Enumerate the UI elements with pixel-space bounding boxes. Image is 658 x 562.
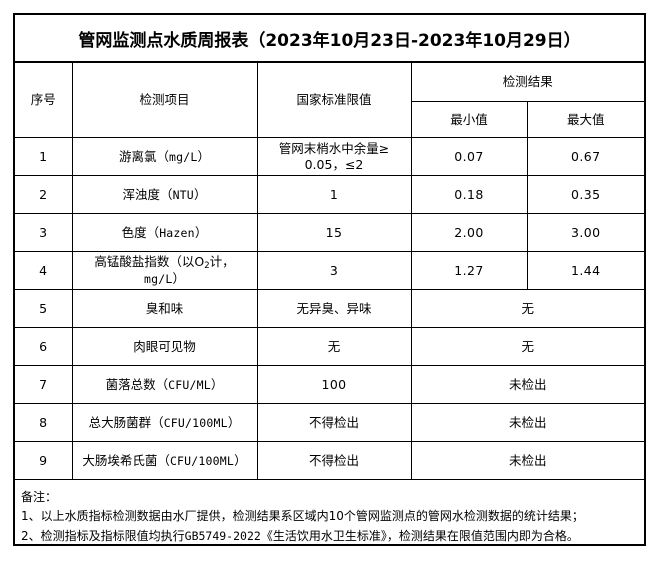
item-label-cn: 总大肠菌群（ — [88, 414, 164, 430]
item-label-tail: ） — [227, 414, 241, 430]
cell-no: 6 — [15, 327, 73, 366]
cell-result-merged: 未检出 — [410, 441, 645, 480]
cell-max: 3.00 — [526, 213, 645, 252]
item-label-unit: mg/L — [143, 272, 173, 287]
column-header-min: 最小值 — [411, 101, 528, 138]
limit-line-1: 管网末梢水中余量≥ — [278, 140, 390, 156]
cell-result-merged: 未检出 — [410, 403, 645, 442]
water-quality-table: 序号 检测项目 国家标准限值 检测结果 最小值 最大值 1 游离氯（mg/L） … — [15, 63, 645, 480]
header-row-secondary: 最小值 最大值 — [15, 101, 645, 138]
item-label-tail: ） — [194, 224, 208, 240]
cell-item: 臭和味 — [71, 289, 258, 328]
note-standard-code: GB5749-2022 — [184, 528, 261, 543]
item-label-tail: ） — [197, 148, 211, 164]
item-label-tail: ） — [234, 452, 247, 468]
item-label-cn: 大肠埃希氏菌（ — [82, 452, 170, 468]
item-label-tail: ） — [210, 376, 224, 392]
report-frame: 管网监测点水质周报表（2023年10月23日-2023年10月29日） 序号 检… — [13, 13, 646, 546]
table-row: 3 色度（Hazen） 15 2.00 3.00 — [15, 213, 645, 252]
column-header-result-group: 检测结果 — [410, 63, 645, 102]
item-label-unit: CFU/100ML — [163, 415, 228, 430]
item-label-unit: CFU/ML — [168, 377, 211, 392]
item-label-cn: 菌落总数（ — [105, 376, 169, 392]
table-row: 8 总大肠菌群（CFU/100ML） 不得检出 未检出 — [15, 403, 645, 442]
cell-item: 游离氯（mg/L） — [71, 137, 258, 176]
item-label-cn: 高锰酸盐指数（以O — [94, 253, 205, 269]
item-label-unit: CFU/100ML — [169, 453, 235, 468]
note-line-2-suffix: 《生活饮用水卫生标准》，检测结果在限值范围内即为合格。 — [260, 528, 579, 543]
cell-no: 5 — [15, 289, 73, 328]
cell-limit: 管网末梢水中余量≥ 0.05，≤2 — [256, 137, 412, 176]
cell-limit: 不得检出 — [256, 403, 412, 442]
cell-limit: 100 — [256, 365, 412, 404]
note-line-2: 2、检测指标及指标限值均执行GB5749-2022《生活饮用水卫生标准》，检测结… — [21, 527, 644, 546]
item-label-cn: 色度（ — [121, 224, 160, 240]
column-header-max: 最大值 — [526, 101, 645, 138]
table-row: 4 高锰酸盐指数（以O2计， mg/L） 3 1.27 1.44 — [15, 251, 645, 290]
cell-limit: 不得检出 — [256, 441, 412, 480]
table-row: 1 游离氯（mg/L） 管网末梢水中余量≥ 0.05，≤2 0.07 0.67 — [15, 137, 645, 176]
page-title: 管网监测点水质周报表（2023年10月23日-2023年10月29日） — [78, 30, 581, 51]
note-line-1: 1、以上水质指标检测数据由水厂提供，检测结果系区域内10个管网监测点的管网水检测… — [21, 509, 584, 524]
cell-min: 0.18 — [410, 175, 528, 214]
cell-no: 8 — [15, 403, 73, 442]
cell-limit: 3 — [256, 251, 412, 290]
cell-max: 1.44 — [526, 251, 645, 290]
cell-no: 3 — [15, 213, 73, 252]
column-header-limit: 国家标准限值 — [256, 63, 412, 138]
cell-max: 0.35 — [526, 175, 645, 214]
cell-no: 2 — [15, 175, 73, 214]
item-label-unit: mg/L — [169, 149, 198, 164]
report-title-bar: 管网监测点水质周报表（2023年10月23日-2023年10月29日） — [15, 15, 644, 63]
table-row: 6 肉眼可见物 无 无 — [15, 327, 645, 366]
note-line-2-prefix: 2、检测指标及指标限值均执行 — [21, 528, 185, 543]
cell-result-merged: 未检出 — [410, 365, 645, 404]
item-label-tail: ） — [193, 186, 207, 202]
column-header-item: 检测项目 — [71, 63, 258, 138]
item-label-mid: 计， — [209, 253, 235, 269]
cell-result-merged: 无 — [410, 289, 645, 328]
header-row-primary: 序号 检测项目 国家标准限值 检测结果 — [15, 63, 645, 138]
item-label-cn: 游离氯（ — [118, 148, 169, 164]
cell-limit: 15 — [256, 213, 412, 252]
limit-line-2: 0.05，≤2 — [304, 156, 364, 172]
cell-no: 1 — [15, 137, 73, 176]
table-row: 9 大肠埃希氏菌（CFU/100ML） 不得检出 未检出 — [15, 441, 645, 480]
cell-limit: 1 — [256, 175, 412, 214]
table-row: 5 臭和味 无异臭、异味 无 — [15, 289, 645, 328]
cell-no: 9 — [15, 441, 73, 480]
table-row: 2 浑浊度（NTU） 1 0.18 0.35 — [15, 175, 645, 214]
notes-label: 备注： — [21, 490, 58, 504]
column-header-no: 序号 — [15, 63, 73, 138]
cell-item: 肉眼可见物 — [71, 327, 258, 366]
item-label-cn: 浑浊度（ — [122, 186, 173, 202]
table-body: 1 游离氯（mg/L） 管网末梢水中余量≥ 0.05，≤2 0.07 0.67 2… — [15, 137, 645, 480]
cell-item: 色度（Hazen） — [71, 213, 258, 252]
table-header: 序号 检测项目 国家标准限值 检测结果 最小值 最大值 — [15, 63, 645, 138]
item-label-unit: NTU — [172, 187, 194, 202]
item-label-subscript: 2 — [204, 260, 210, 271]
cell-limit: 无异臭、异味 — [256, 289, 412, 328]
cell-result-merged: 无 — [410, 327, 645, 366]
cell-no: 4 — [15, 251, 73, 290]
item-label-tail: ） — [172, 271, 185, 287]
cell-limit: 无 — [256, 327, 412, 366]
cell-item: 菌落总数（CFU/ML） — [71, 365, 258, 404]
table-row: 7 菌落总数（CFU/ML） 100 未检出 — [15, 365, 645, 404]
cell-min: 1.27 — [410, 251, 528, 290]
notes-section: 备注： 1、以上水质指标检测数据由水厂提供，检测结果系区域内10个管网监测点的管… — [15, 480, 644, 546]
cell-min: 2.00 — [410, 213, 528, 252]
cell-item: 高锰酸盐指数（以O2计， mg/L） — [71, 251, 258, 290]
cell-item: 浑浊度（NTU） — [71, 175, 258, 214]
cell-max: 0.67 — [526, 137, 645, 176]
cell-item: 大肠埃希氏菌（CFU/100ML） — [71, 441, 258, 480]
cell-no: 7 — [15, 365, 73, 404]
cell-item: 总大肠菌群（CFU/100ML） — [71, 403, 258, 442]
cell-min: 0.07 — [410, 137, 528, 176]
item-label-unit: Hazen — [159, 225, 195, 240]
